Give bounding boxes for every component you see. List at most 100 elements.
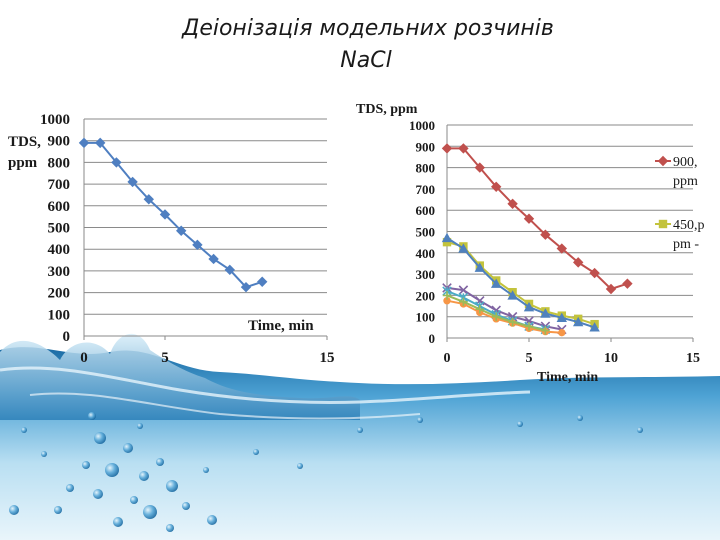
bubble [203, 467, 209, 473]
chart-left-series-1-point [127, 176, 138, 188]
chart-left-axes [83, 119, 328, 340]
bubble [82, 461, 90, 469]
bubble [207, 515, 217, 525]
chart-right-series-1-point [441, 143, 453, 154]
bubble [357, 427, 363, 433]
bubble [94, 432, 106, 444]
chart-right-legend: 900, ppm 450,p pm - [655, 155, 705, 252]
chart-right-y-tick-label: 100 [416, 310, 436, 325]
chart-left-series [78, 137, 268, 293]
chart-right-y-tick-label: 500 [416, 225, 436, 240]
bubble [166, 480, 178, 492]
chart-right-legend-label-2: 450,p [673, 218, 705, 233]
bubble [297, 463, 303, 469]
bubble [105, 463, 119, 477]
chart-left-x-tick-labels: 0 5 15 [80, 350, 334, 366]
chart-right-y-tick-label: 900 [416, 139, 436, 154]
chart-right-series-4-point [458, 285, 469, 295]
chart-left-series-1-point [224, 264, 235, 276]
chart-left-x-tick-label: 5 [161, 350, 169, 366]
chart-left-xlabel: Time, min [248, 318, 314, 334]
chart-left-series-1-line [84, 141, 263, 289]
chart-right-x-tick-label: 5 [526, 351, 533, 366]
chart-left-series-1-point [78, 137, 90, 149]
chart-right-series-1-point [622, 278, 633, 289]
chart-left-series-1-point [111, 157, 122, 168]
chart-right-y-tick-label: 300 [416, 267, 436, 282]
chart-right-series-7-point [508, 317, 517, 327]
bubble [182, 502, 190, 510]
water-background [0, 333, 720, 540]
chart-right-series-1-point [556, 243, 567, 254]
chart-left-series-1-point [143, 194, 154, 205]
chart-right-series-7-point [459, 297, 468, 306]
bubble [166, 524, 174, 532]
chart-right-series-7-point [492, 312, 501, 321]
chart-left-y-tick-label: 500 [48, 221, 71, 237]
bubble [93, 489, 103, 499]
chart-right-series-3-point [474, 262, 485, 272]
chart-left-series-1-point [159, 209, 171, 220]
chart-left-gridlines [84, 118, 327, 315]
chart-left-series-1 [78, 137, 268, 293]
chart-left-y-tick-label: 800 [48, 155, 71, 171]
chart-right-x-tick-label: 10 [604, 351, 618, 366]
chart-left-series-1-point [95, 137, 106, 149]
chart-right-series-3-point [573, 316, 584, 327]
chart-left-y-tick-label: 200 [48, 286, 71, 302]
chart-right-legend-label-1: ppm [673, 174, 698, 189]
chart-left-x-tick-label: 0 [80, 350, 88, 366]
chart-right-series-1-point [458, 143, 469, 154]
bubble [137, 423, 143, 429]
chart-right-series-1 [441, 143, 633, 295]
chart-right-legend-entry-2: 450,p pm - [655, 218, 705, 252]
bubble [21, 427, 27, 433]
chart-left-series-1-point [176, 225, 187, 236]
chart-left-y-tick-label: 600 [48, 199, 71, 215]
chart-right-y-tick-label: 400 [416, 246, 436, 261]
chart-right-series-1-point [523, 213, 535, 224]
chart-right-series-3-point [491, 278, 502, 288]
chart-right-series-1-point [507, 198, 518, 210]
chart-right-y-tick-label: 0 [429, 331, 436, 346]
chart-left-ylabel-line1: TDS, [8, 134, 41, 150]
bubble [130, 496, 138, 504]
chart-right-y-tick-label: 200 [416, 288, 436, 303]
bubble [54, 506, 62, 514]
chart-right-series-6-point [443, 297, 451, 305]
water-wave-highlight [0, 366, 531, 404]
chart-right-series-7-point [541, 326, 550, 335]
bubble [156, 458, 164, 466]
chart-left-y-tick-label: 700 [48, 177, 71, 193]
chart-right-series-3-point [556, 312, 567, 322]
bubble [517, 421, 523, 427]
bubble [143, 505, 157, 519]
chart-right-y-tick-label: 800 [416, 161, 436, 176]
chart-right-series-1-point [589, 267, 600, 279]
chart-left-series-1-point [257, 276, 268, 287]
bubble [253, 449, 259, 455]
chart-right-series-1-line [447, 147, 628, 291]
chart-right-series-3-point [589, 322, 600, 332]
chart-left-y-tick-labels: 0 100 200 300 400 500 600 700 800 900 1000 [40, 112, 70, 345]
chart-left-y-tick-label: 1000 [40, 112, 70, 128]
chart-right-series-3-point [458, 243, 469, 253]
bubbles [9, 412, 643, 532]
bubble [139, 471, 149, 481]
bubble [577, 415, 583, 421]
chart-right-series [441, 143, 633, 337]
chart-left-y-tick-label: 100 [48, 307, 71, 323]
chart-left-series-1-point [208, 253, 219, 265]
water-splash [0, 333, 360, 420]
chart-right-ylabel: TDS, ppm [356, 102, 418, 117]
chart-right-series-3-point [540, 308, 551, 318]
chart-left-ylabel-line2: ppm [8, 155, 38, 171]
chart-left-y-tick-label: 900 [48, 134, 71, 150]
bubble [66, 484, 74, 492]
chart-right-series-3-point [441, 232, 453, 243]
chart-right-series-7-point [524, 322, 534, 331]
bubble [123, 443, 133, 453]
bubble [637, 427, 643, 433]
chart-right-x-tick-labels: 0 5 10 15 [444, 351, 701, 366]
